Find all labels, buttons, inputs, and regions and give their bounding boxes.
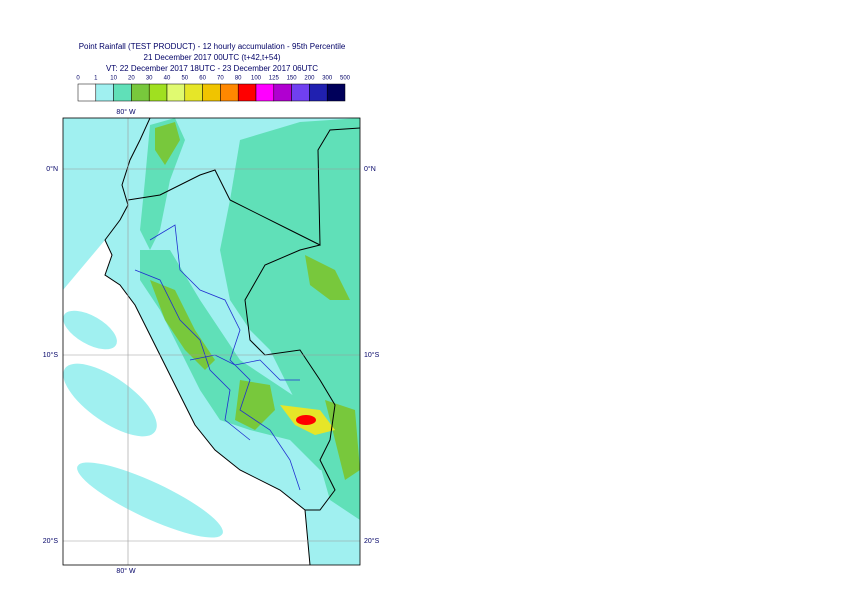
rain-max	[296, 415, 316, 425]
legend-label: 1	[94, 76, 98, 82]
rain-area	[63, 363, 157, 437]
border	[127, 127, 360, 246]
rain-area	[140, 118, 185, 250]
legend-swatch	[255, 83, 275, 102]
region-border	[189, 354, 300, 381]
legend-swatch	[220, 83, 239, 102]
legend-swatch	[291, 83, 310, 102]
legend-swatch	[131, 83, 150, 102]
coastline	[104, 118, 311, 565]
lat-label: 20°S	[364, 537, 380, 545]
rain-area	[63, 310, 117, 350]
legend-label: 30	[146, 76, 153, 82]
lon-label: 80° W	[116, 108, 136, 116]
legend: 0 1 10 20 30 40 50 60 70 80 100 125 150 200 300 500	[76, 76, 351, 102]
lat-label: 0°N	[364, 165, 376, 173]
legend-swatch	[273, 83, 292, 102]
legend-swatch	[95, 83, 114, 102]
lat-label: 10°S	[43, 351, 59, 359]
legend-label: 80	[235, 76, 242, 82]
legend-label: 300	[322, 76, 333, 82]
legend-label: 60	[199, 76, 206, 82]
legend-label: 50	[181, 76, 188, 82]
legend-swatch	[113, 83, 132, 102]
legend-label: 0	[76, 76, 80, 82]
legend-swatch	[326, 83, 346, 102]
lat-label: 20°S	[43, 537, 59, 545]
map-area	[63, 118, 360, 565]
legend-label: 70	[217, 76, 224, 82]
rain-area	[77, 462, 223, 538]
legend-swatch	[202, 83, 221, 102]
rain-area	[235, 380, 275, 430]
base-time: 21 December 2017 00UTC (t+42,t+54)	[144, 53, 281, 62]
map-frame	[62, 117, 361, 566]
rain-area	[150, 280, 215, 370]
legend-label: 150	[287, 76, 298, 82]
legend-label: 40	[164, 76, 171, 82]
legend-label: 20	[128, 76, 135, 82]
legend-swatch	[309, 83, 328, 102]
legend-label: 500	[340, 76, 351, 82]
legend-swatch	[184, 83, 203, 102]
legend-label: 125	[269, 76, 280, 82]
rain-area	[155, 122, 180, 165]
rain-area	[325, 400, 360, 480]
border	[244, 244, 336, 511]
legend-label: 200	[304, 76, 315, 82]
legend-swatch	[77, 83, 97, 102]
legend-swatch	[148, 83, 168, 102]
lat-label: 0°N	[46, 165, 58, 173]
title: Point Rainfall (TEST PRODUCT) - 12 hourl…	[79, 42, 346, 51]
validity-time: VT: 22 December 2017 18UTC - 23 December…	[106, 64, 318, 73]
region-border	[149, 224, 301, 491]
rain-area	[305, 255, 350, 300]
lat-label: 10°S	[364, 351, 380, 359]
legend-label: 100	[251, 76, 262, 82]
legend-swatch	[237, 83, 257, 102]
lon-label: 80° W	[116, 567, 136, 575]
legend-label: 10	[110, 76, 117, 82]
legend-swatch	[166, 83, 186, 102]
